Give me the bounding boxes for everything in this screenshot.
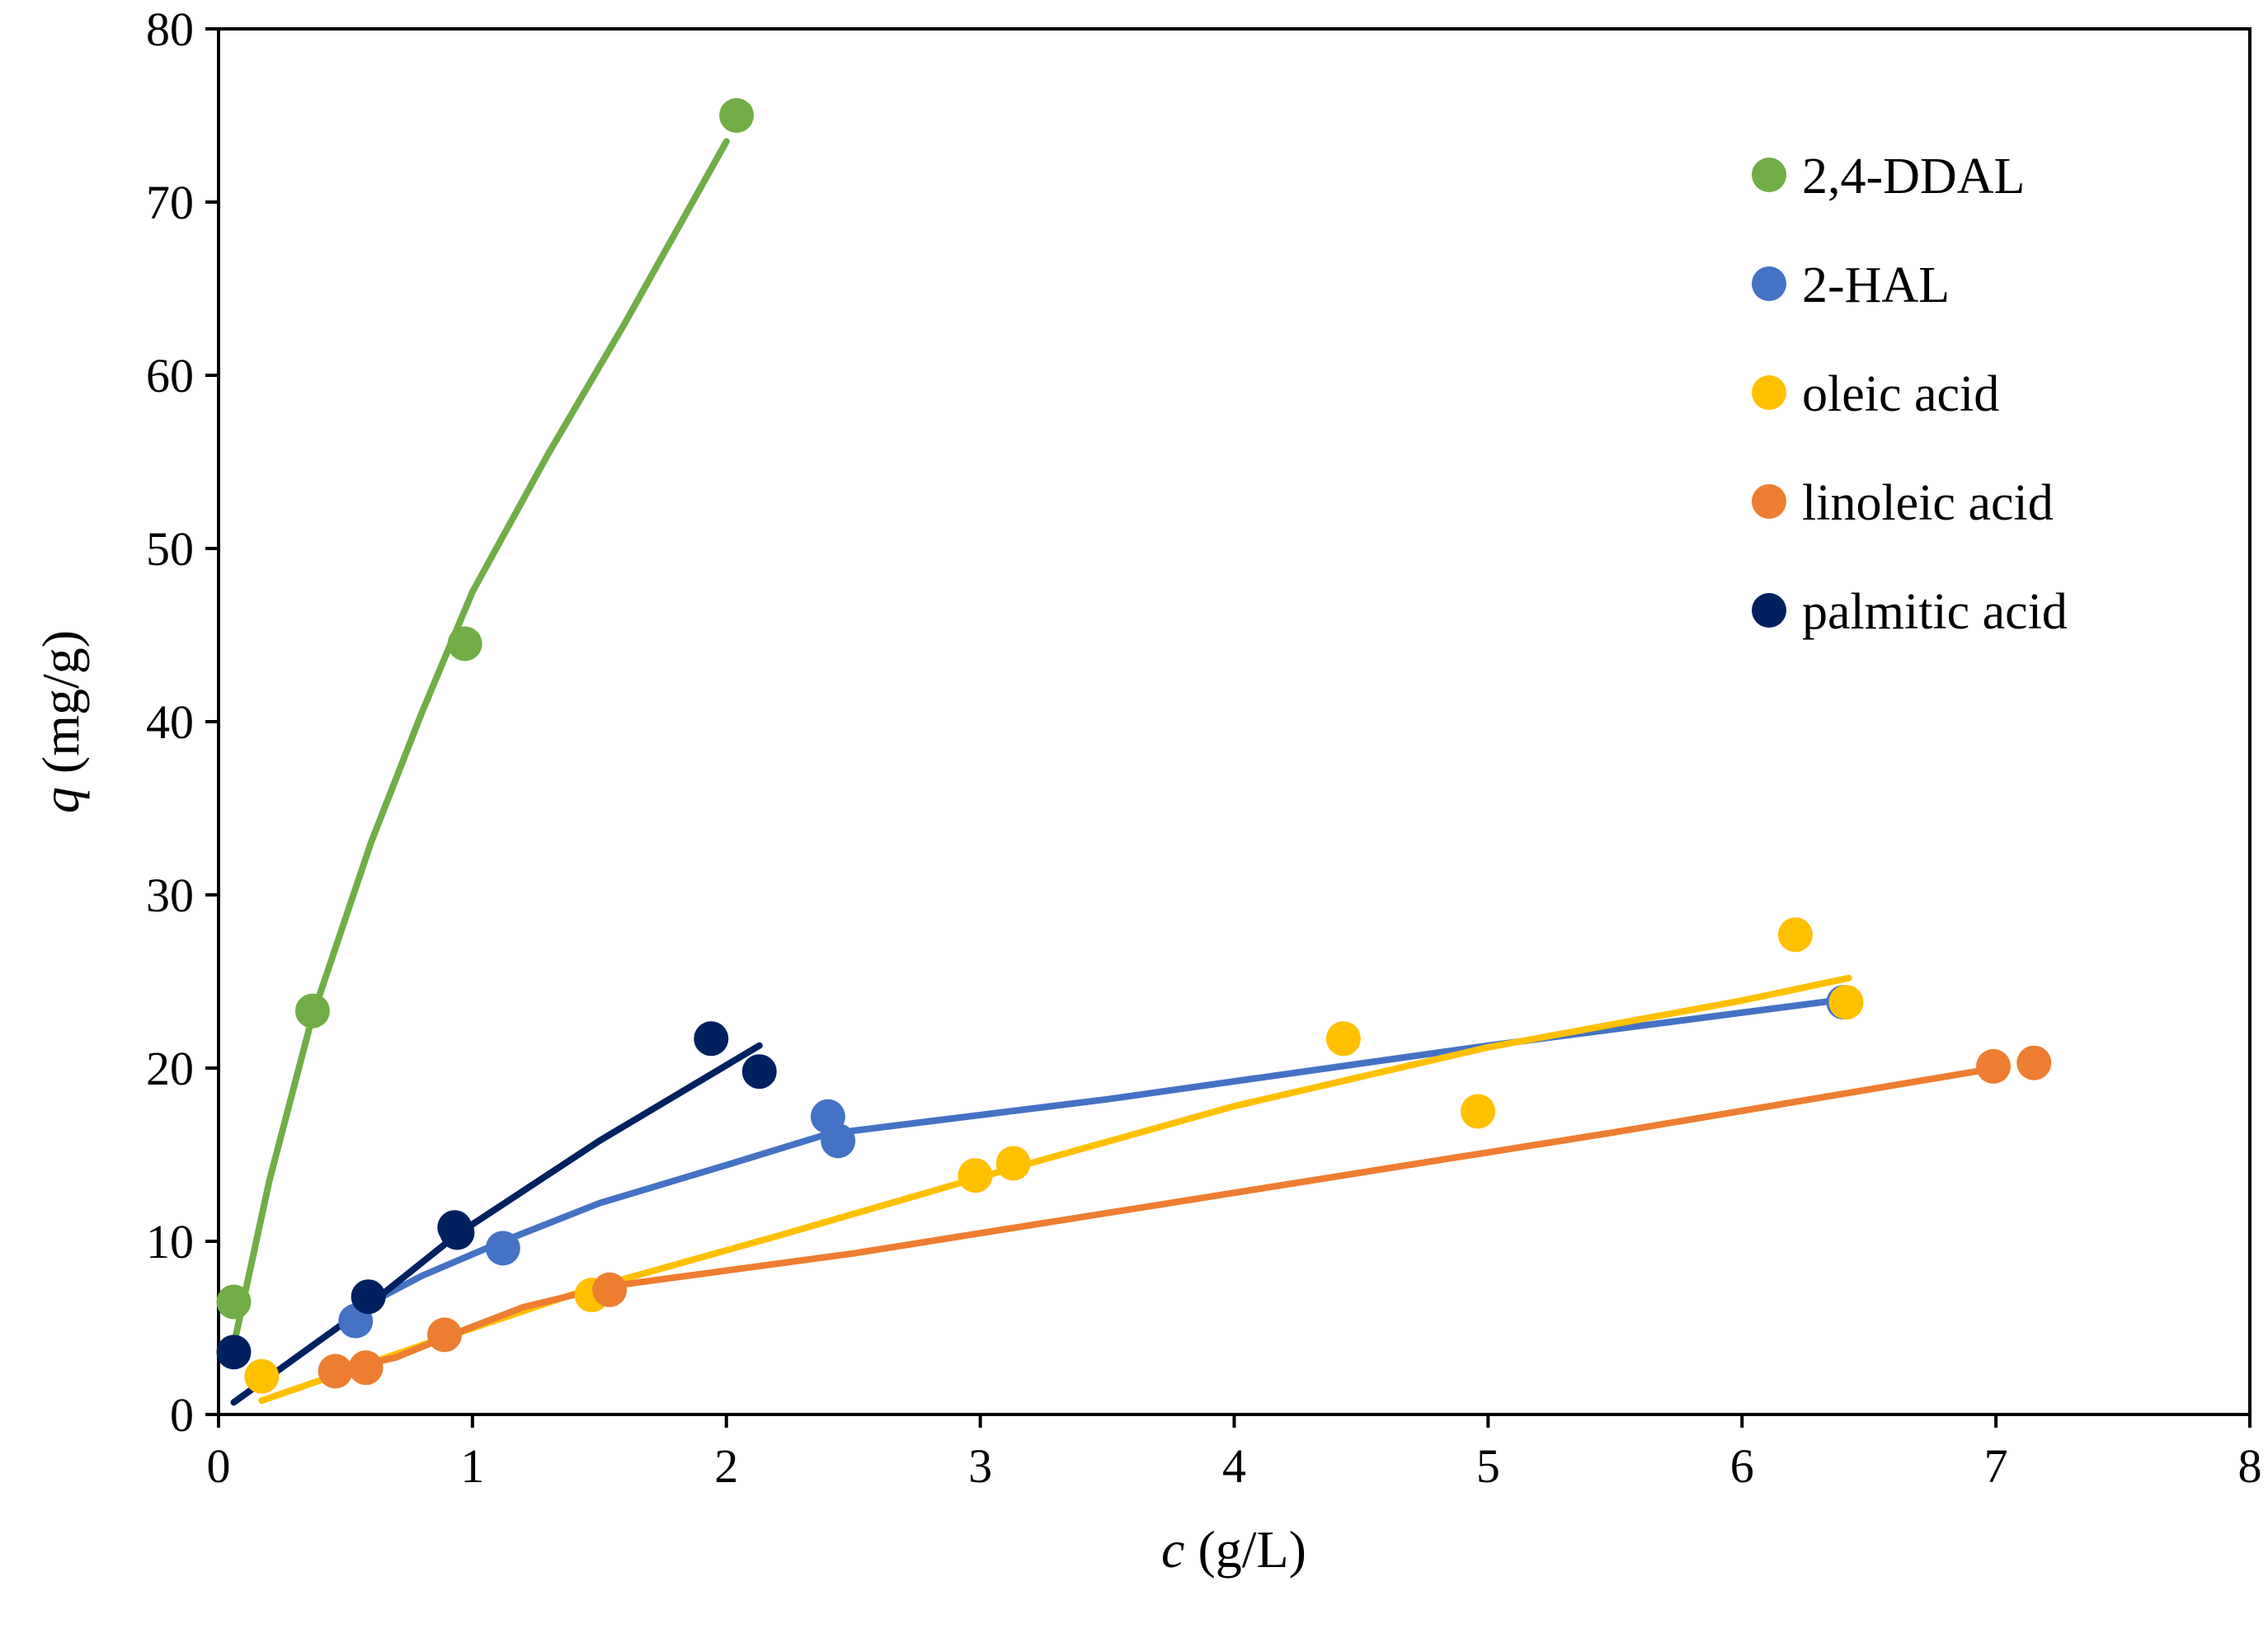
point-2-4-ddal: [719, 98, 755, 133]
y-axis-variable: q: [31, 787, 90, 813]
y-axis-ticks: 0 10 20 30 40 50 60 70 80: [146, 2, 219, 1442]
point-linoleic-acid: [1976, 1048, 2012, 1084]
point-oleic-acid: [1325, 1021, 1361, 1057]
point-2-4-ddal: [216, 1284, 252, 1320]
y-tick-label: 0: [170, 1388, 194, 1442]
point-palmitic-acid: [351, 1279, 386, 1315]
legend-label-2-hal: 2-HAL: [1802, 257, 1950, 313]
legend-marker-palmitic-acid: [1752, 593, 1786, 628]
fit-line-linoleic-acid: [332, 1065, 2000, 1375]
point-palmitic-acid: [216, 1334, 252, 1370]
point-palmitic-acid: [741, 1054, 777, 1090]
point-palmitic-acid: [694, 1021, 729, 1057]
fit-line-2-4-ddal: [230, 138, 730, 1349]
legend: 2,4-DDAL 2-HAL oleic acid linoleic acid palm…: [1752, 148, 2068, 640]
fit-line-palmitic-acid: [230, 1042, 763, 1406]
x-axis-title: c (g/L): [1161, 1520, 1306, 1579]
x-tick-label: 7: [1984, 1439, 2008, 1493]
point-oleic-acid: [244, 1358, 280, 1394]
point-palmitic-acid: [440, 1215, 475, 1250]
legend-label-palmitic-acid: palmitic acid: [1802, 584, 2068, 640]
legend-label-2-4-ddal: 2,4-DDAL: [1802, 148, 2025, 205]
x-tick-label: 2: [714, 1439, 738, 1493]
point-2-4-ddal: [447, 626, 482, 661]
legend-marker-2-hal: [1752, 266, 1786, 301]
point-linoleic-acid: [2016, 1045, 2052, 1080]
y-tick-label: 30: [146, 868, 194, 922]
x-tick-label: 1: [460, 1439, 484, 1493]
point-2-hal: [485, 1231, 520, 1266]
y-tick-label: 10: [146, 1215, 194, 1269]
fit-line-oleic-acid: [258, 974, 1852, 1405]
legend-marker-2-4-ddal: [1752, 158, 1786, 192]
legend-label-linoleic-acid: linoleic acid: [1802, 475, 2054, 531]
x-tick-label: 8: [2238, 1439, 2262, 1493]
x-tick-label: 6: [1730, 1439, 1754, 1493]
x-tick-label: 5: [1476, 1439, 1500, 1493]
data-points: [216, 98, 2052, 1394]
point-oleic-acid: [995, 1146, 1031, 1181]
point-oleic-acid: [1461, 1094, 1496, 1129]
point-linoleic-acid: [318, 1353, 353, 1389]
point-oleic-acid: [958, 1158, 993, 1193]
point-2-4-ddal: [294, 993, 330, 1028]
x-tick-label: 3: [968, 1439, 992, 1493]
point-oleic-acid: [1828, 985, 1864, 1020]
x-axis-unit: (g/L): [1184, 1520, 1306, 1579]
legend-label-oleic-acid: oleic acid: [1802, 366, 1999, 422]
point-2-hal: [821, 1123, 856, 1159]
legend-marker-linoleic-acid: [1752, 484, 1786, 519]
point-linoleic-acid: [427, 1317, 463, 1353]
x-tick-label: 4: [1222, 1439, 1246, 1493]
y-tick-label: 70: [146, 176, 194, 229]
y-tick-label: 50: [146, 522, 194, 576]
fit-line-2-hal: [352, 996, 1852, 1314]
x-tick-label: 0: [207, 1439, 231, 1493]
fit-lines: [230, 138, 2000, 1406]
plot-frame: [217, 27, 2252, 1416]
point-oleic-acid: [1777, 917, 1813, 953]
y-axis-unit: (mg/g): [31, 630, 90, 787]
legend-marker-oleic-acid: [1752, 375, 1786, 410]
y-tick-label: 60: [146, 349, 194, 402]
y-tick-label: 20: [146, 1042, 194, 1095]
x-axis-variable: c: [1161, 1520, 1184, 1579]
y-axis-title: q (mg/g): [31, 630, 90, 813]
y-tick-label: 40: [146, 695, 194, 749]
point-linoleic-acid: [348, 1350, 383, 1386]
point-linoleic-acid: [592, 1272, 628, 1307]
x-axis-ticks: 0 1 2 3 4 5 6 7 8: [207, 1414, 2262, 1493]
y-tick-label: 80: [146, 2, 194, 56]
